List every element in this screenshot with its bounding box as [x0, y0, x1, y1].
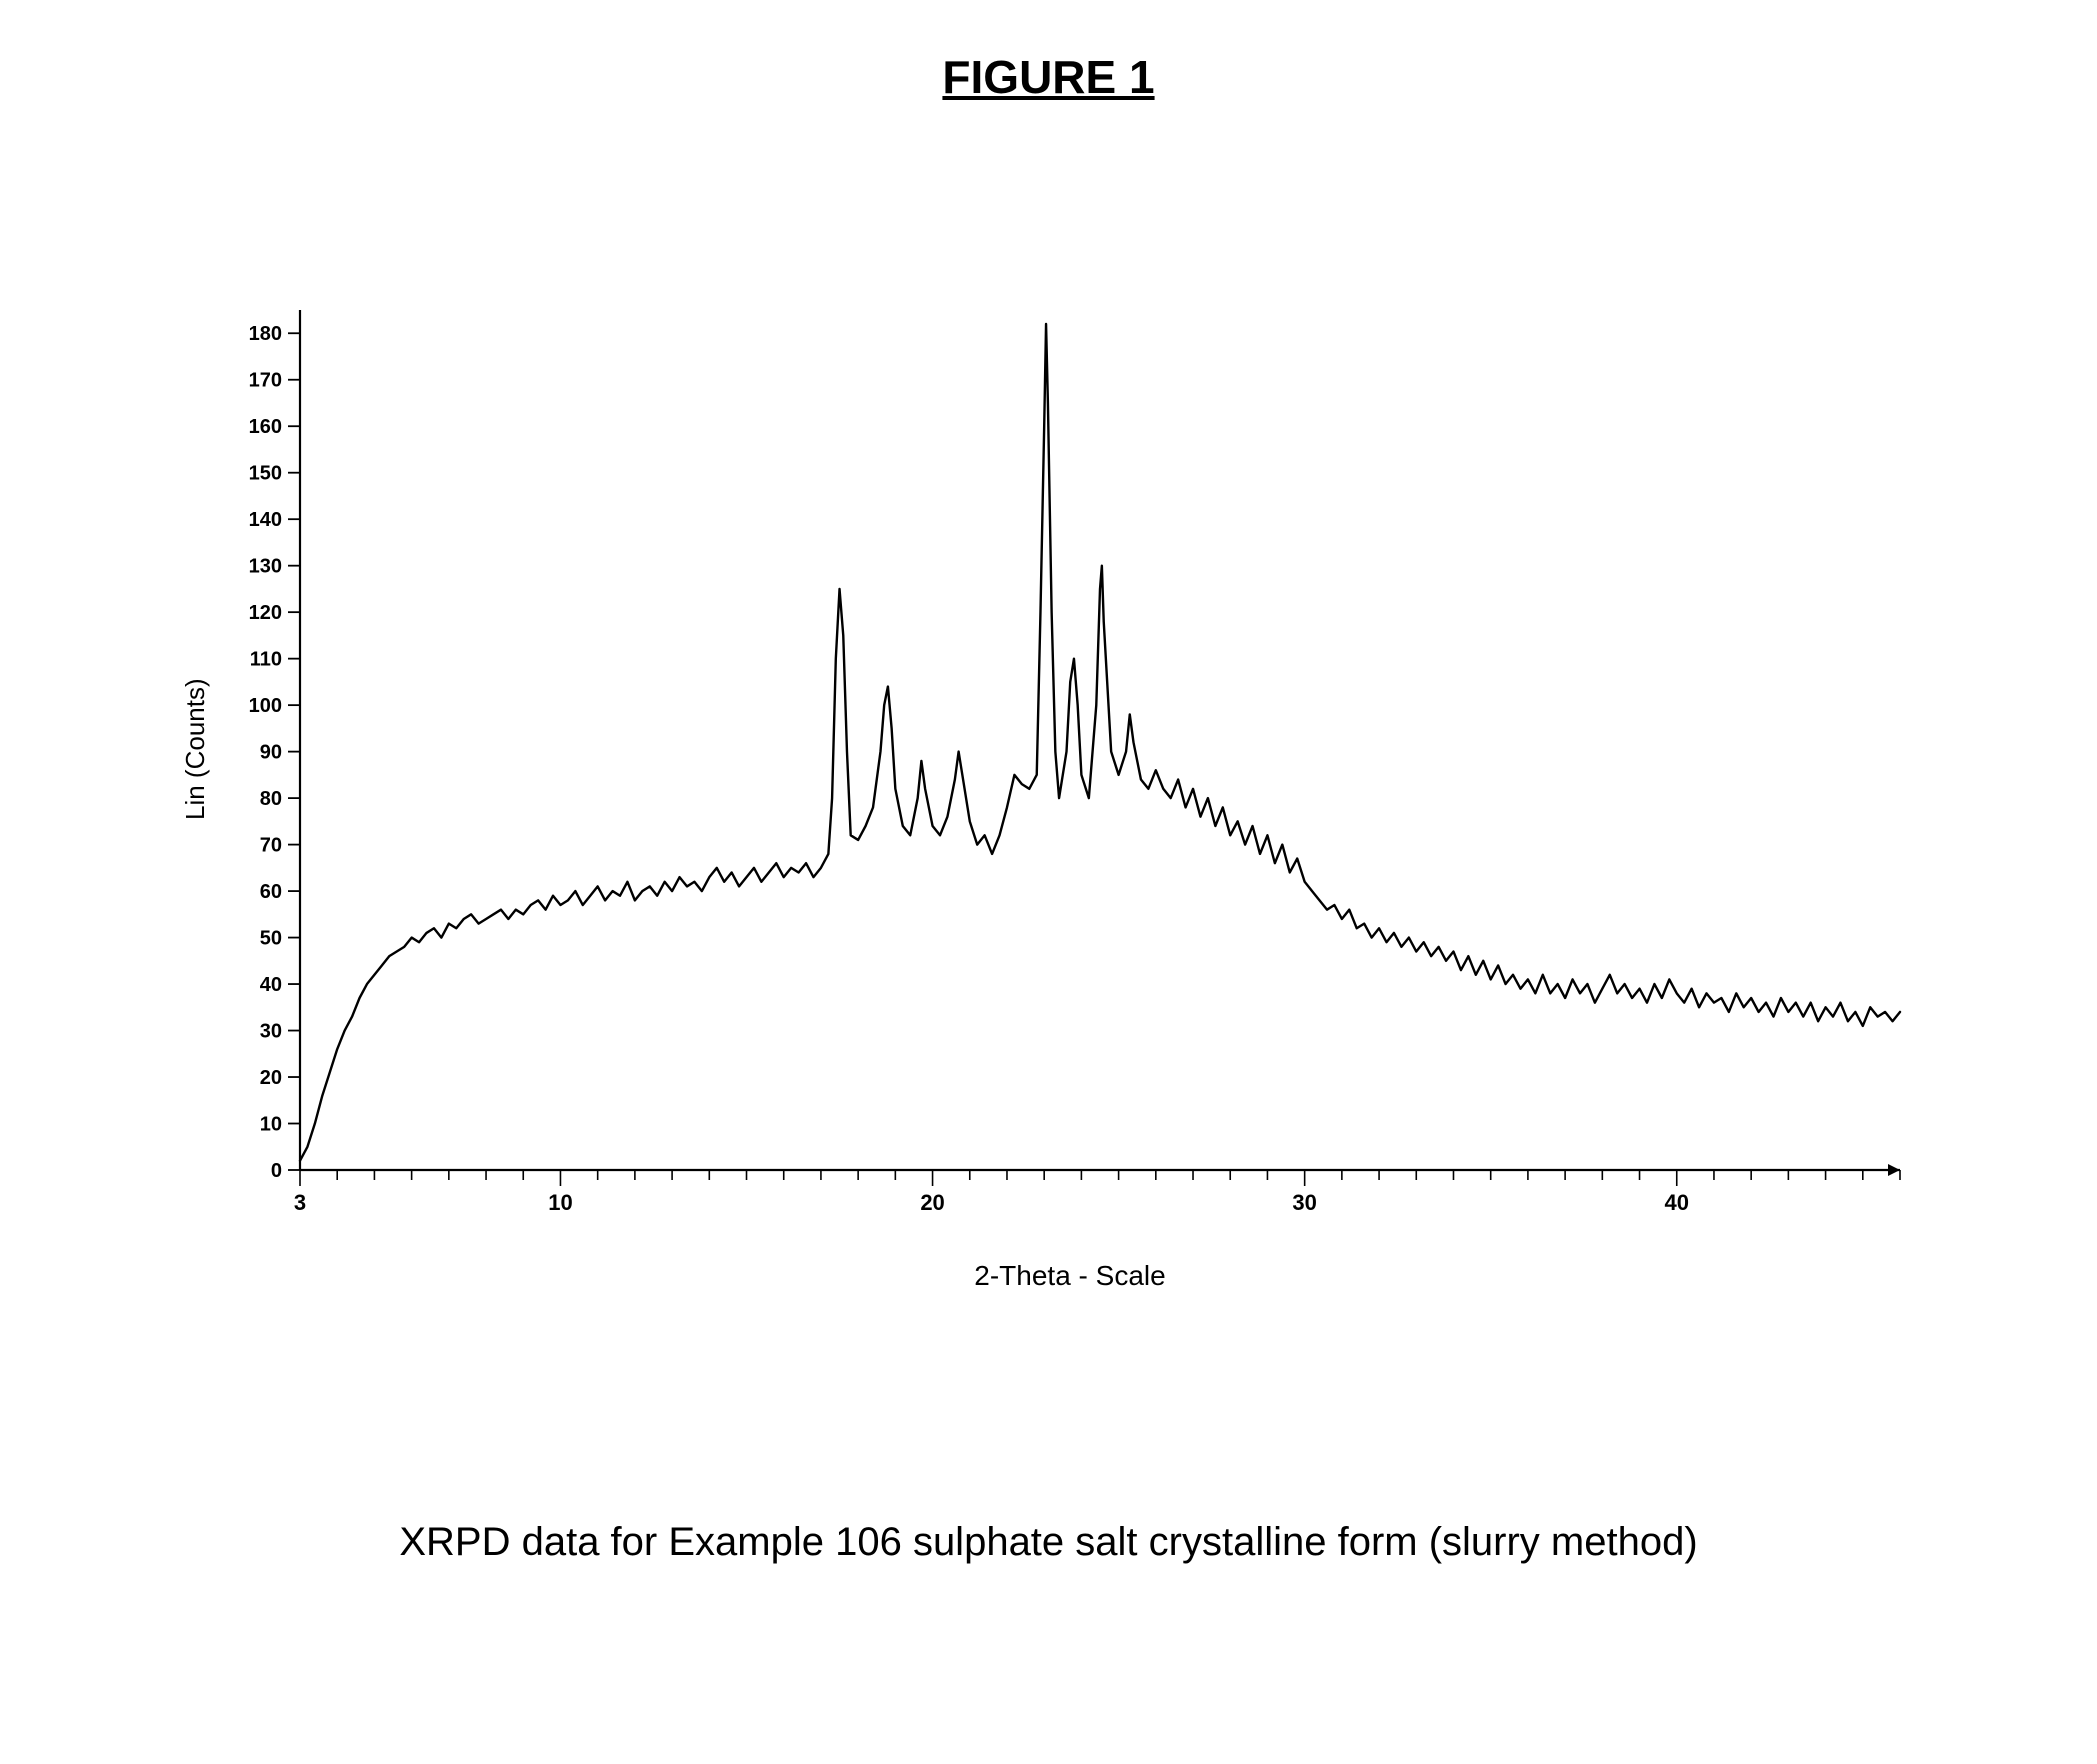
svg-text:90: 90: [260, 742, 282, 764]
svg-text:180: 180: [249, 323, 282, 345]
svg-text:60: 60: [260, 881, 282, 903]
y-axis-label: Lin (Counts): [180, 678, 211, 820]
svg-text:3: 3: [294, 1190, 306, 1215]
svg-text:170: 170: [249, 370, 282, 392]
svg-text:160: 160: [249, 416, 282, 438]
svg-text:10: 10: [260, 1114, 282, 1136]
svg-text:130: 130: [249, 556, 282, 578]
svg-text:30: 30: [260, 1021, 282, 1043]
svg-text:40: 40: [1665, 1190, 1689, 1215]
svg-text:140: 140: [249, 509, 282, 531]
svg-text:10: 10: [548, 1190, 572, 1215]
chart-svg: 0 10 20 30 40 50 60 70 80 90 100 110 120 130 140 150 160…: [220, 300, 1920, 1240]
xrpd-chart: Lin (Counts) 010203040506070809010011012…: [220, 300, 1920, 1200]
svg-text:80: 80: [260, 788, 282, 810]
svg-text:120: 120: [249, 602, 282, 624]
svg-text:30: 30: [1292, 1190, 1316, 1215]
svg-text:150: 150: [249, 463, 282, 485]
svg-text:20: 20: [260, 1067, 282, 1089]
svg-text:0: 0: [271, 1160, 282, 1182]
svg-text:20: 20: [920, 1190, 944, 1215]
svg-text:70: 70: [260, 835, 282, 857]
svg-text:50: 50: [260, 928, 282, 950]
svg-text:100: 100: [249, 695, 282, 717]
figure-caption: XRPD data for Example 106 sulphate salt …: [0, 1520, 2097, 1565]
figure-title: FIGURE 1: [0, 50, 2097, 104]
x-axis-label: 2-Theta - Scale: [220, 1260, 1920, 1292]
svg-text:40: 40: [260, 974, 282, 996]
svg-text:110: 110: [250, 649, 282, 671]
